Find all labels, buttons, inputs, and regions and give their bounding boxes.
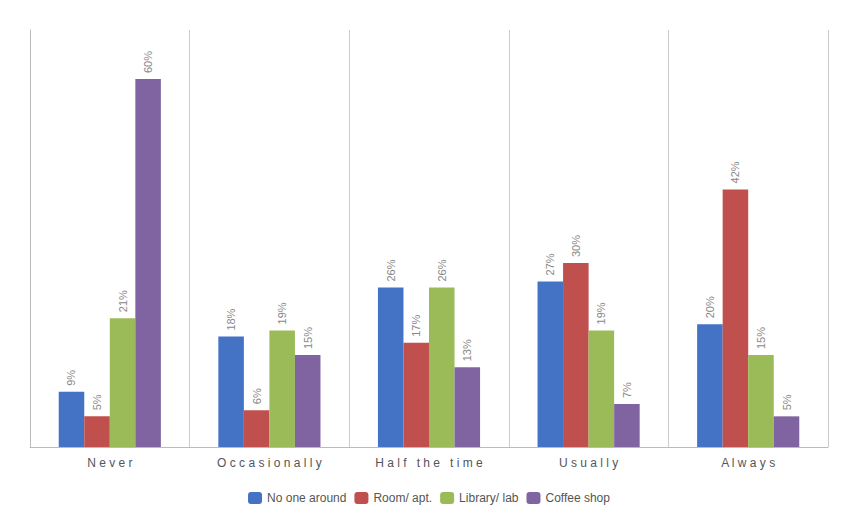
svg-text:H a l f t h e t i m e: H a l f t h e t i m e [375,456,483,470]
svg-text:17%: 17% [410,315,422,337]
svg-text:5%: 5% [781,394,793,410]
svg-text:27%: 27% [544,253,556,275]
svg-text:No one around: No one around [267,491,346,505]
svg-text:N e v e r: N e v e r [87,456,132,470]
svg-text:9%: 9% [65,370,77,386]
svg-text:42%: 42% [729,161,741,183]
svg-text:O c c a s i o n a l l y: O c c a s i o n a l l y [217,456,322,470]
svg-text:A l w a y s: A l w a y s [721,456,775,470]
svg-text:18%: 18% [225,308,237,330]
svg-text:Coffee shop: Coffee shop [545,491,610,505]
svg-text:5%: 5% [91,394,103,410]
svg-text:15%: 15% [755,327,767,349]
svg-text:7%: 7% [621,382,633,398]
svg-text:60%: 60% [142,51,154,73]
svg-text:30%: 30% [570,235,582,257]
svg-text:Library/ lab: Library/ lab [459,491,519,505]
svg-text:Room/ apt.: Room/ apt. [373,491,432,505]
svg-text:U s u a l l y: U s u a l l y [559,456,618,470]
svg-text:20%: 20% [704,296,716,318]
svg-text:21%: 21% [117,290,129,312]
svg-text:6%: 6% [251,388,263,404]
svg-text:19%: 19% [595,302,607,324]
svg-text:15%: 15% [302,327,314,349]
svg-text:26%: 26% [385,259,397,281]
svg-text:13%: 13% [461,339,473,361]
svg-text:26%: 26% [436,259,448,281]
svg-text:19%: 19% [276,302,288,324]
